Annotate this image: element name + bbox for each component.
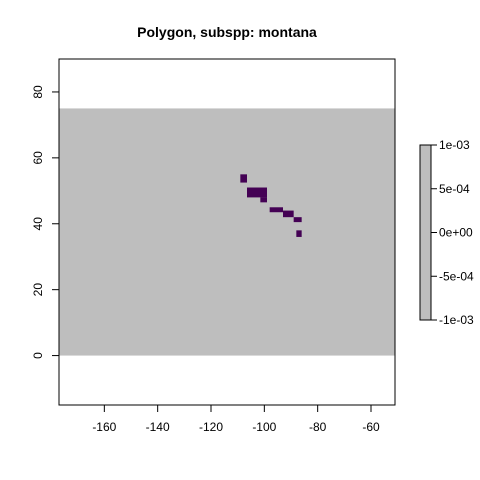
x-tick-label: -160 — [92, 420, 116, 434]
colorbar-tick-label: 1e-03 — [439, 138, 470, 152]
presence-cell — [296, 230, 302, 237]
x-tick-label: -100 — [252, 420, 276, 434]
x-axis: -160 -140 -120 -100 -80 -60 — [92, 404, 380, 434]
presence-cell — [293, 217, 302, 223]
colorbar-tick-label: -1e-03 — [439, 313, 474, 327]
x-tick-label: -140 — [146, 420, 170, 434]
y-tick-label: 40 — [31, 217, 45, 231]
y-axis: 0 20 40 60 80 — [31, 85, 60, 359]
colorbar-tick-label: 0e+00 — [439, 226, 473, 240]
raster-layer — [59, 108, 395, 356]
presence-cell — [240, 174, 247, 183]
raster-background — [59, 108, 395, 356]
presence-cell — [247, 187, 267, 198]
colorbar-legend: -1e-03 -5e-04 0e+00 5e-04 1e-03 — [419, 138, 474, 327]
colorbar-tick-label: 5e-04 — [439, 182, 470, 196]
y-tick-label: 20 — [31, 283, 45, 297]
y-tick-label: 60 — [31, 151, 45, 165]
chart-title: Polygon, subspp: montana — [137, 24, 317, 40]
colorbar-tick-label: -5e-04 — [439, 269, 474, 283]
y-tick-label: 0 — [31, 352, 45, 359]
x-tick-label: -60 — [362, 420, 380, 434]
y-tick-label: 80 — [31, 85, 45, 99]
colorbar-swatch — [419, 144, 432, 321]
presence-cell — [269, 207, 283, 213]
presence-cell — [283, 210, 294, 218]
x-tick-label: -120 — [199, 420, 223, 434]
presence-cell — [260, 197, 267, 203]
x-tick-label: -80 — [309, 420, 327, 434]
